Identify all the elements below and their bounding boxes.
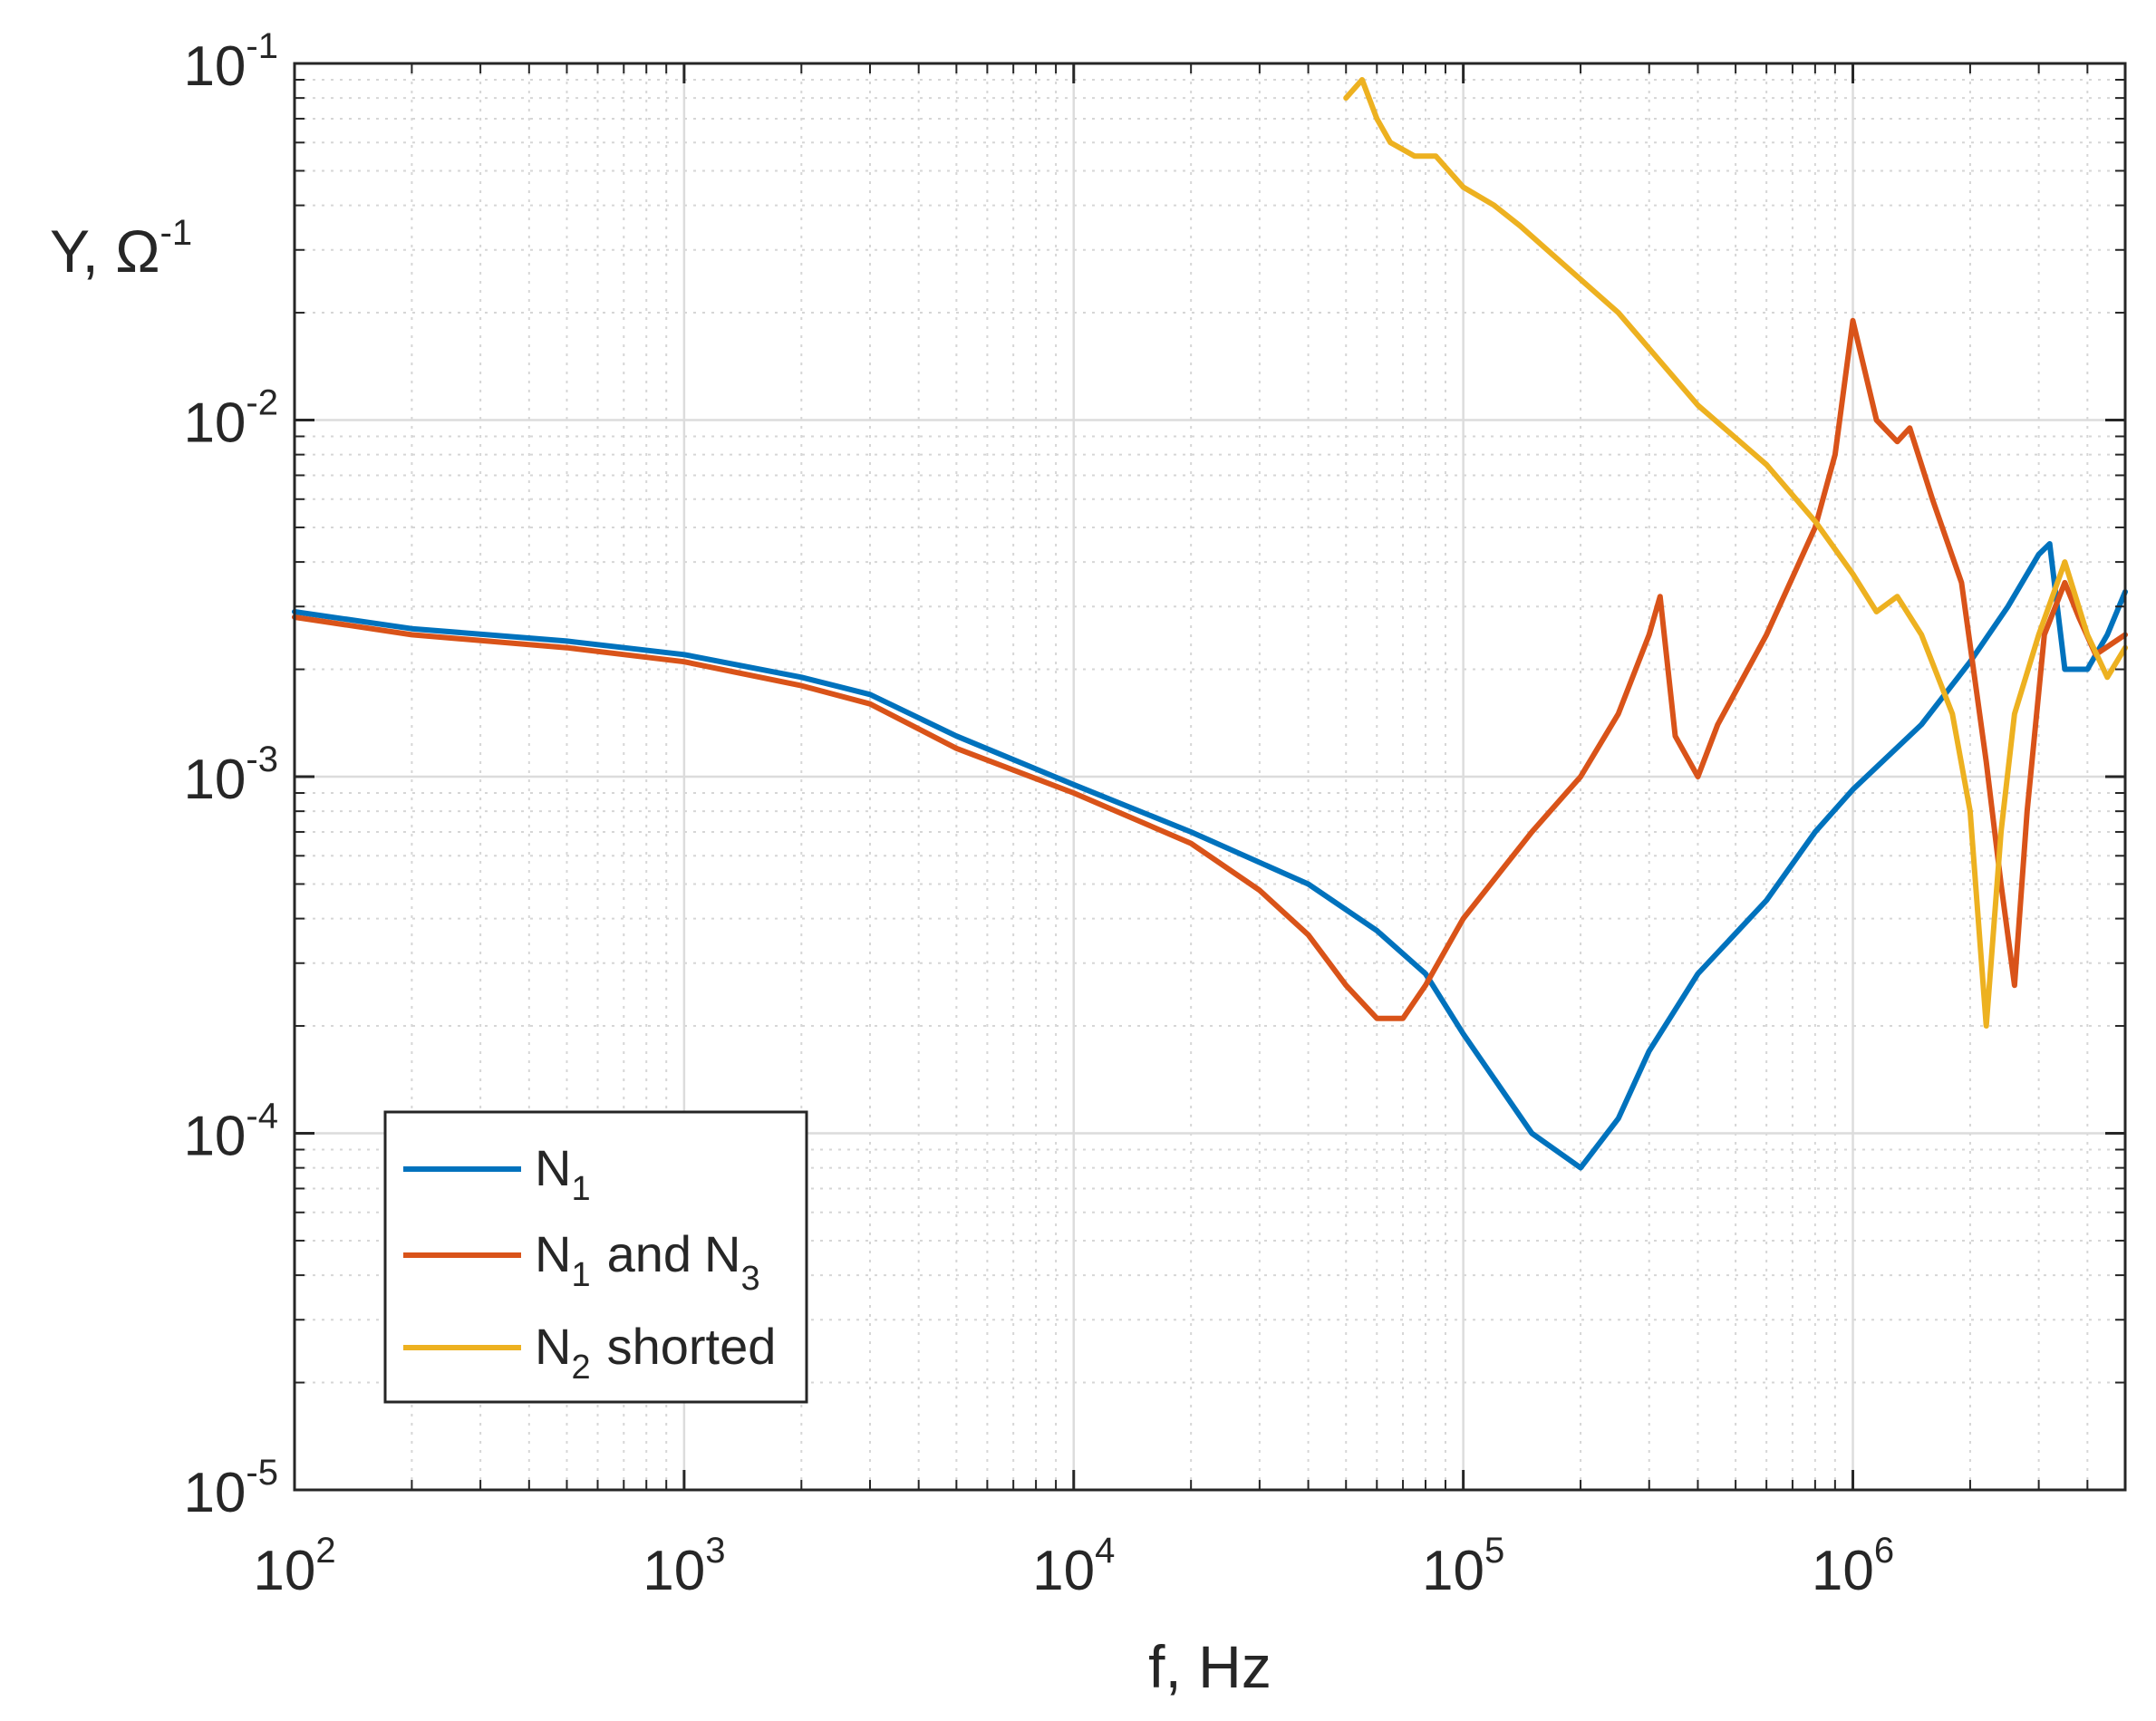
y-tick-label-base: 10 [183, 35, 246, 98]
y-axis-label-base: Y, Ω [50, 218, 160, 285]
x-tick-label-base: 10 [643, 1540, 705, 1602]
x-tick-label: 102 [253, 1531, 335, 1602]
series-line-n1 [292, 541, 2128, 1171]
series-line-n1-and-n3 [292, 317, 2128, 1021]
legend-label-n2-sub: 2 [571, 1349, 590, 1387]
x-tick-label-base: 10 [1812, 1540, 1874, 1602]
x-tick-label: 104 [1032, 1531, 1115, 1602]
x-tick-label-base: 10 [1032, 1540, 1095, 1602]
x-tick-label: 106 [1812, 1531, 1894, 1602]
legend-label-n1-n3-middle: and [607, 1225, 691, 1282]
y-tick-label-exp: -2 [246, 383, 278, 423]
x-tick-label-base: 10 [1422, 1540, 1484, 1602]
legend-label-n1-n3: N1 and N3 [535, 1225, 760, 1298]
x-tick-label-exp: 6 [1874, 1531, 1894, 1571]
y-tick-label: 10-5 [183, 1453, 278, 1524]
legend-label-n2-shorted: N2 shorted [535, 1318, 776, 1387]
legend: N1 N1 and N3 N2 shorted [383, 1110, 808, 1404]
series-line-n2-shorted [1343, 77, 2128, 1029]
x-tick-label-exp: 3 [705, 1531, 725, 1571]
y-tick-label-exp: -5 [246, 1453, 278, 1493]
x-tick-label: 103 [643, 1531, 725, 1602]
x-axis-label: f, Hz [1148, 1633, 1271, 1700]
legend-label-n1-n3-sub2: 3 [740, 1260, 759, 1298]
legend-label-n1-n3-sub: 1 [571, 1256, 590, 1294]
y-tick-label-base: 10 [183, 392, 246, 455]
tick-marks [293, 62, 2126, 1492]
y-tick-label: 10-3 [183, 740, 278, 811]
y-tick-label-base: 10 [183, 749, 246, 811]
y-tick-label-exp: -4 [246, 1097, 278, 1136]
y-tick-label-base: 10 [183, 1462, 246, 1524]
y-tick-label-base: 10 [183, 1106, 246, 1168]
x-tick-label-exp: 4 [1095, 1531, 1115, 1571]
x-tick-label-exp: 5 [1484, 1531, 1504, 1571]
legend-label-n1: N1 [535, 1139, 591, 1208]
x-tick-label-exp: 2 [315, 1531, 335, 1571]
y-tick-label: 10-1 [183, 26, 278, 98]
x-tick-label: 105 [1422, 1531, 1504, 1602]
y-axis-label: Y, Ω-1 [50, 213, 192, 285]
legend-label-n1-n3-main2: N [704, 1225, 740, 1282]
legend-label-n2-after: shorted [607, 1318, 777, 1375]
series-lines [292, 77, 2128, 1171]
legend-label-n1-main: N [535, 1139, 571, 1196]
legend-label-n1-sub: 1 [571, 1170, 590, 1208]
y-axis-label-exp: -1 [160, 213, 193, 253]
legend-label-n2-main: N [535, 1318, 571, 1375]
y-tick-label-exp: -3 [246, 740, 278, 779]
y-tick-label-exp: -1 [246, 26, 278, 66]
y-tick-label: 10-4 [183, 1097, 278, 1168]
y-tick-labels: 10-510-410-310-210-1 [183, 26, 278, 1524]
x-tick-labels: 102 103 104 105 106 [253, 1531, 1894, 1602]
x-tick-label-base: 10 [253, 1540, 315, 1602]
y-tick-label: 10-2 [183, 383, 278, 455]
legend-label-n1-n3-main: N [535, 1225, 571, 1282]
